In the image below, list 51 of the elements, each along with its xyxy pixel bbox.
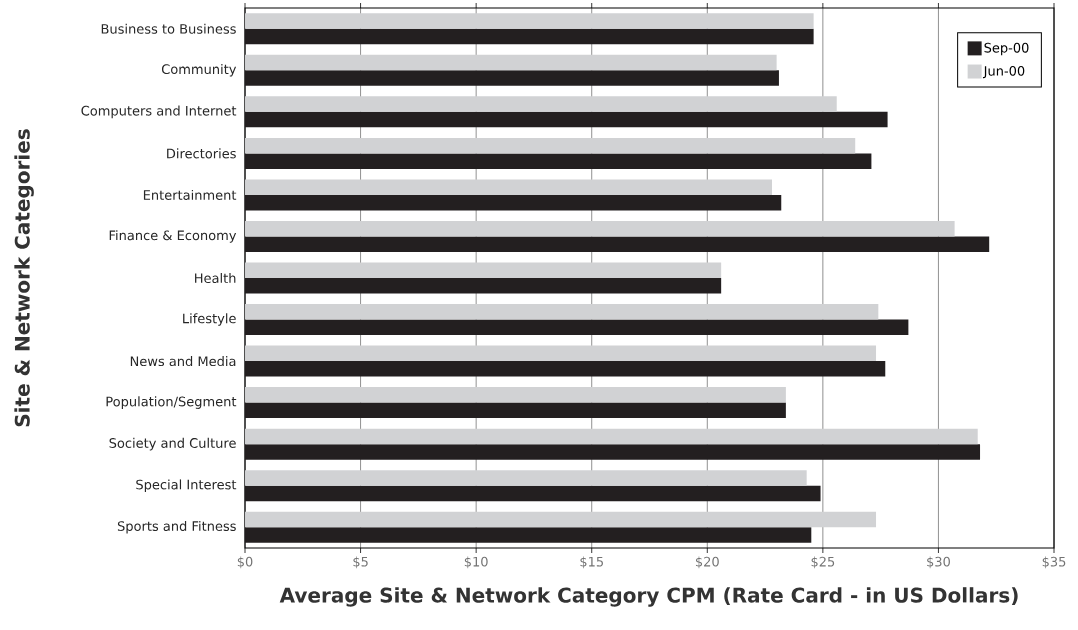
bar	[245, 278, 722, 294]
y-tick-label: Lifestyle	[183, 313, 236, 326]
bar	[245, 428, 978, 445]
x-tick-label: $5	[353, 556, 368, 569]
y-tick-label: Directories	[167, 148, 236, 159]
bar	[245, 361, 886, 377]
x-tick-label: $0	[237, 556, 253, 569]
y-tick-label: Finance & Economy	[109, 230, 237, 243]
y-tick-label: Business to Business	[101, 23, 236, 34]
bar	[245, 137, 856, 154]
bar	[245, 262, 722, 279]
bar	[245, 28, 814, 45]
x-tick-label: $25	[811, 556, 835, 569]
x-tick-label: $30	[927, 556, 950, 569]
y-tick-label: Health	[195, 272, 236, 284]
bar	[245, 485, 821, 502]
legend-label: Jun-00	[982, 65, 1025, 79]
y-tick-label: Entertainment	[143, 189, 237, 200]
x-tick-label: $10	[464, 556, 488, 569]
bar	[245, 70, 779, 86]
y-tick-label: Sports and Fitness	[117, 520, 236, 534]
y-axis-title: Site & Network Categories	[14, 129, 34, 427]
bar	[245, 402, 786, 419]
bar	[245, 153, 872, 169]
bar	[245, 13, 814, 29]
bar	[245, 236, 990, 252]
bar	[245, 54, 777, 71]
bar	[245, 527, 812, 543]
bar	[245, 220, 955, 237]
y-tick-label: Population/Segment	[106, 396, 237, 409]
y-tick-label: Computers and Internet	[81, 105, 237, 119]
bar	[245, 96, 837, 112]
y-tick-label: Special Interest	[136, 479, 237, 492]
bar	[245, 319, 909, 336]
bar	[245, 470, 807, 486]
x-tick-label: $15	[580, 556, 603, 569]
bar	[245, 444, 981, 460]
bar	[245, 511, 877, 528]
bar	[245, 111, 888, 128]
bar	[245, 194, 782, 211]
y-tick-label: News and Media	[130, 356, 236, 367]
x-axis-title: Average Site & Network Category CPM (Rate Card - in US Dollars)	[279, 587, 1018, 607]
legend-label: Sep-00	[984, 42, 1029, 56]
bar	[245, 179, 773, 195]
y-tick-label: Community	[161, 64, 237, 77]
y-tick-label: Society and Culture	[109, 437, 236, 451]
bar	[245, 345, 877, 362]
bar	[245, 387, 786, 403]
x-tick-label: $20	[695, 556, 719, 569]
bar	[245, 304, 879, 320]
x-tick-label: $35	[1042, 556, 1066, 569]
